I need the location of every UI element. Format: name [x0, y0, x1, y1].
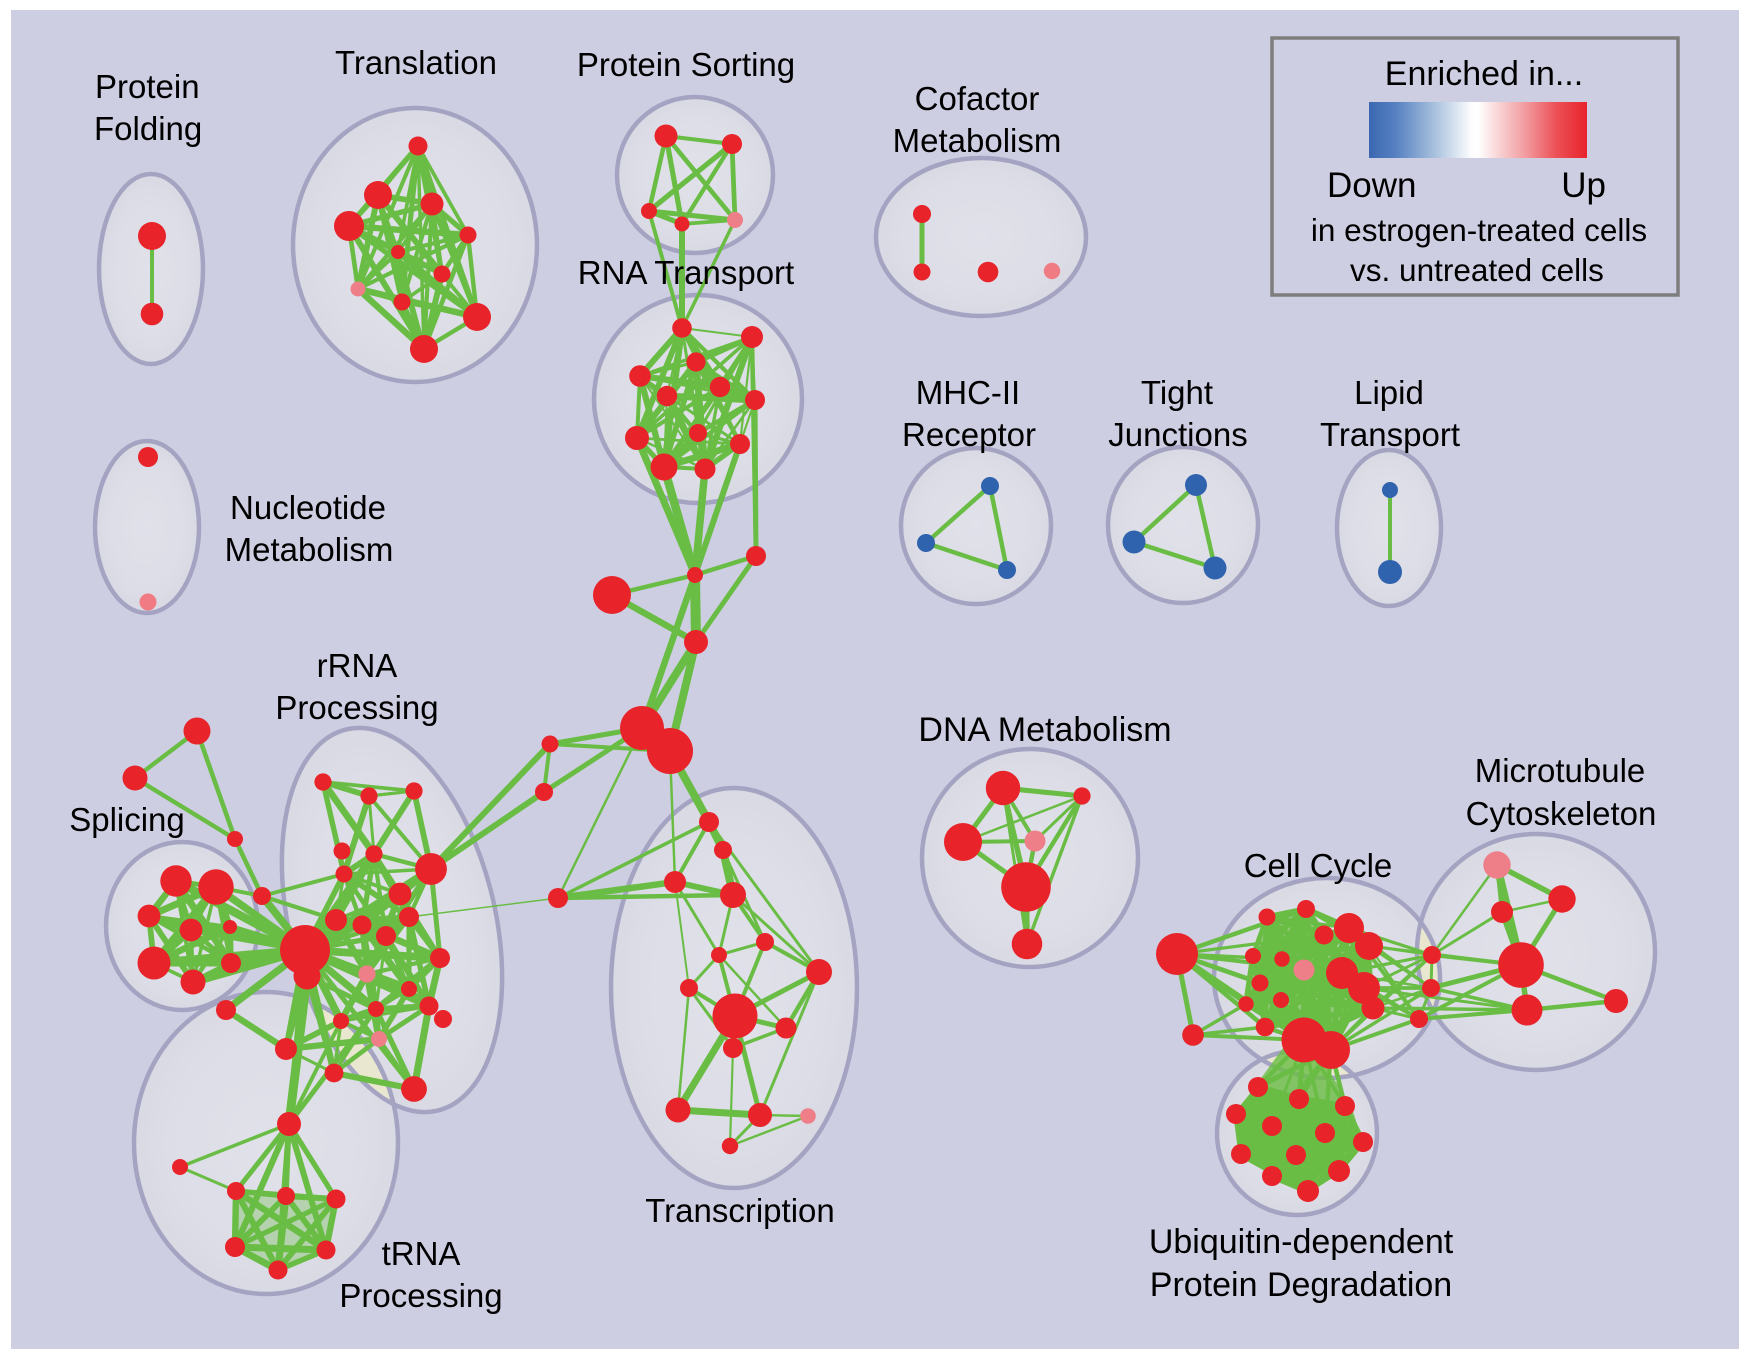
- svg-text:RNA Transport: RNA Transport: [578, 254, 794, 291]
- svg-text:Down: Down: [1327, 166, 1416, 205]
- svg-text:Tight: Tight: [1141, 374, 1213, 411]
- svg-text:Metabolism: Metabolism: [893, 122, 1062, 159]
- svg-text:Enriched in...: Enriched in...: [1385, 55, 1583, 93]
- svg-text:Protein Sorting: Protein Sorting: [577, 46, 795, 83]
- svg-text:Transcription: Transcription: [645, 1192, 835, 1229]
- svg-text:Translation: Translation: [335, 44, 497, 81]
- svg-text:Metabolism: Metabolism: [225, 531, 394, 568]
- svg-text:Cytoskeleton: Cytoskeleton: [1466, 795, 1657, 832]
- svg-text:Up: Up: [1561, 166, 1606, 205]
- svg-text:Splicing: Splicing: [69, 801, 185, 838]
- svg-text:Protein: Protein: [95, 68, 200, 105]
- svg-text:DNA Metabolism: DNA Metabolism: [918, 711, 1171, 749]
- svg-text:Junctions: Junctions: [1108, 416, 1247, 453]
- svg-text:Folding: Folding: [94, 110, 202, 147]
- svg-text:vs. untreated cells: vs. untreated cells: [1350, 252, 1604, 288]
- svg-text:Nucleotide: Nucleotide: [230, 489, 386, 526]
- svg-text:Protein Degradation: Protein Degradation: [1150, 1266, 1452, 1304]
- svg-text:Transport: Transport: [1320, 416, 1460, 453]
- svg-text:rRNA: rRNA: [317, 647, 398, 684]
- svg-text:MHC-II: MHC-II: [916, 374, 1020, 411]
- svg-text:Cofactor: Cofactor: [915, 80, 1040, 117]
- svg-text:Cell Cycle: Cell Cycle: [1244, 847, 1393, 884]
- svg-text:Microtubule: Microtubule: [1475, 752, 1646, 789]
- svg-text:Ubiquitin-dependent: Ubiquitin-dependent: [1149, 1223, 1454, 1261]
- svg-text:Processing: Processing: [339, 1277, 502, 1314]
- svg-text:Lipid: Lipid: [1354, 374, 1424, 411]
- svg-text:in estrogen-treated cells: in estrogen-treated cells: [1311, 212, 1647, 248]
- svg-text:Processing: Processing: [275, 689, 438, 726]
- svg-text:Receptor: Receptor: [902, 416, 1036, 453]
- svg-text:tRNA: tRNA: [382, 1235, 461, 1272]
